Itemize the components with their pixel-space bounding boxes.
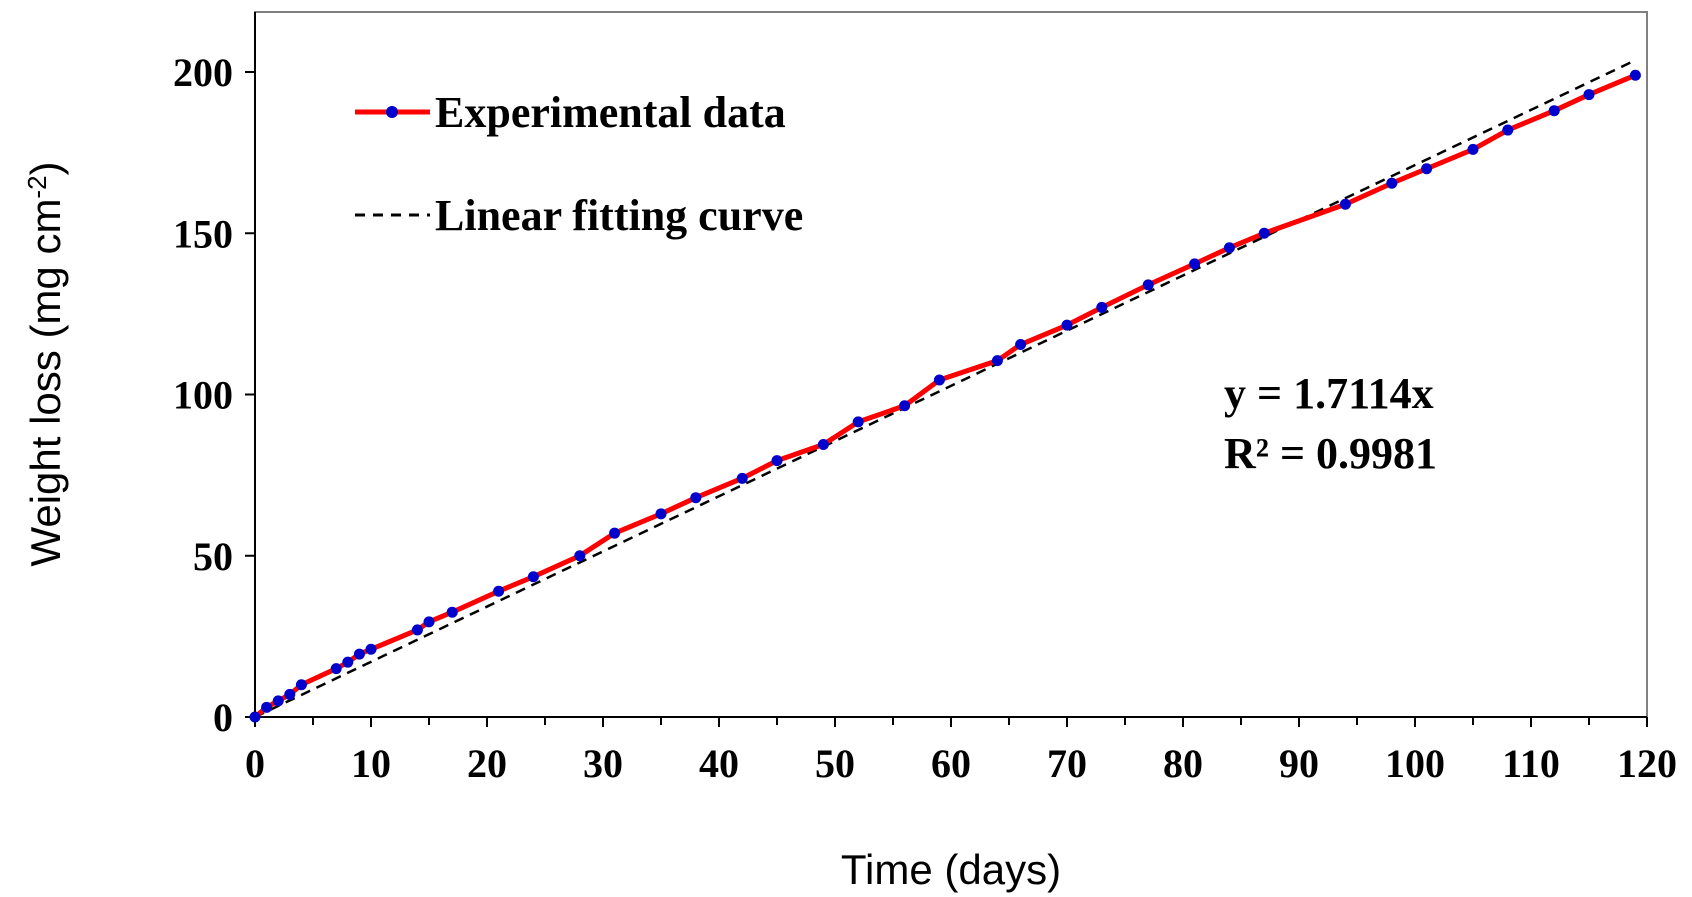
x-tick-label: 110	[1502, 741, 1560, 786]
legend-marker-experimental	[386, 106, 398, 118]
experimental-data-point	[249, 711, 261, 723]
x-tick-label: 50	[815, 741, 855, 786]
x-tick-label: 70	[1047, 741, 1087, 786]
x-tick-label: 10	[351, 741, 391, 786]
experimental-data-point	[261, 701, 273, 713]
x-tick-label: 100	[1385, 741, 1445, 786]
experimental-data-point	[852, 416, 864, 428]
y-tick-label: 200	[173, 50, 233, 95]
fit-equation: y = 1.7114x	[1224, 369, 1434, 418]
y-tick-label: 100	[173, 373, 233, 418]
experimental-data-point	[736, 472, 748, 484]
experimental-data-point	[1467, 143, 1479, 155]
experimental-data-point	[1096, 301, 1108, 313]
legend-label-linear-fit: Linear fitting curve	[435, 191, 803, 240]
experimental-data-point	[1223, 242, 1235, 254]
x-tick-label: 120	[1617, 741, 1677, 786]
x-tick-label: 40	[699, 741, 739, 786]
experimental-data-point	[342, 656, 354, 668]
experimental-data-point	[353, 648, 365, 660]
x-axis-title: Time (days)	[841, 846, 1061, 893]
y-axis-title-superscript: -2	[22, 175, 52, 198]
experimental-data-point	[272, 695, 284, 707]
experimental-data-point	[295, 679, 307, 691]
legend: Experimental data Linear fitting curve	[355, 88, 803, 240]
y-axis-title: Weight loss (mg cm-2)	[22, 161, 69, 566]
legend-label-experimental: Experimental data	[435, 88, 786, 137]
tick-labels: 0 10 20 30 40 50 60 70 80 90 100 110 120 0 50 100 150 200	[173, 50, 1677, 786]
experimental-data-point	[1421, 163, 1433, 175]
experimental-data-point	[446, 606, 458, 618]
experimental-data-point	[1258, 227, 1270, 239]
y-axis-title-main: Weight loss (mg cm	[22, 199, 69, 567]
experimental-data-point	[330, 663, 342, 675]
x-tick-label: 90	[1279, 741, 1319, 786]
experimental-data-point	[1583, 89, 1595, 101]
fit-r-squared: R² = 0.9981	[1224, 429, 1437, 478]
experimental-data-point	[574, 550, 586, 562]
x-tick-label: 20	[467, 741, 507, 786]
experimental-data-point	[527, 571, 539, 583]
experimental-data-point	[817, 438, 829, 450]
experimental-data-point	[284, 688, 296, 700]
experimental-data-point	[991, 355, 1003, 367]
experimental-data-point	[771, 455, 783, 467]
experimental-data-point	[411, 624, 423, 636]
y-tick-label: 0	[213, 695, 233, 740]
experimental-data-point	[655, 508, 667, 520]
axis-ticks	[245, 71, 1648, 727]
x-tick-label: 0	[245, 741, 265, 786]
experimental-data-point	[1386, 177, 1398, 189]
x-tick-label: 30	[583, 741, 623, 786]
experimental-data-point	[933, 374, 945, 386]
x-tick-label: 80	[1163, 741, 1203, 786]
experimental-data-point	[1629, 69, 1641, 81]
experimental-data-point	[899, 400, 911, 412]
y-axis-title-close: )	[22, 161, 69, 175]
x-tick-label: 60	[931, 741, 971, 786]
data-series-layer	[249, 69, 1641, 723]
experimental-data-point	[493, 585, 505, 597]
experimental-data-point	[1061, 319, 1073, 331]
experimental-data-point	[1502, 124, 1514, 136]
experimental-data-point	[609, 527, 621, 539]
experimental-data-line	[253, 72, 1637, 719]
experimental-data-point	[1339, 198, 1351, 210]
experimental-data-point	[1189, 258, 1201, 270]
experimental-data-point	[423, 616, 435, 628]
experimental-data-point	[1015, 339, 1027, 351]
experimental-data-point	[365, 643, 377, 655]
experimental-data-point	[1142, 279, 1154, 291]
y-tick-label: 50	[193, 534, 233, 579]
experimental-data-point	[1548, 105, 1560, 117]
experimental-data-point	[690, 492, 702, 504]
y-tick-label: 150	[173, 211, 233, 256]
